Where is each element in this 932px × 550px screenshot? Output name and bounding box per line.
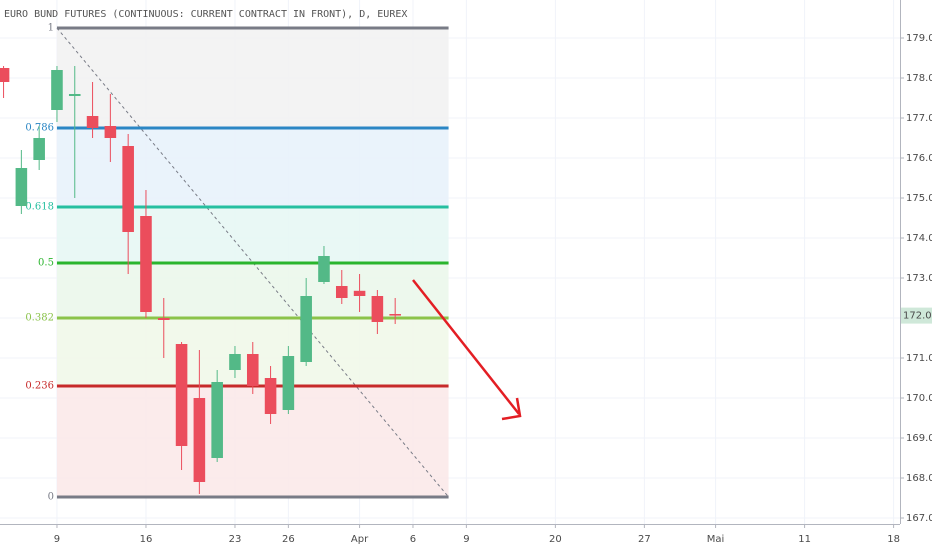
- y-tick-label: 168.00: [906, 473, 932, 484]
- fib-zone: [56, 128, 449, 207]
- y-tick-label: 174.00: [906, 233, 932, 244]
- axes: 167.00168.00169.00170.00171.00172.00173.…: [54, 33, 932, 545]
- arrow-head: [501, 397, 522, 421]
- x-tick-label: 27: [638, 534, 651, 545]
- candle-body: [140, 216, 152, 312]
- fib-label: 0.5: [38, 258, 54, 269]
- fib-zone: [56, 263, 449, 318]
- y-tick-label: 177.00: [906, 113, 932, 124]
- candle-body: [104, 126, 117, 138]
- arrow-line: [412, 279, 520, 415]
- x-tick-label: 16: [140, 534, 153, 545]
- candle-body: [122, 146, 134, 232]
- candle-body: [264, 378, 277, 414]
- candle-body: [175, 344, 188, 446]
- y-tick-label: 176.00: [906, 153, 932, 164]
- y-tick-label: 169.00: [906, 433, 932, 444]
- candle-body: [229, 354, 241, 370]
- last-price-label: 172.06: [903, 311, 932, 322]
- candle-body: [193, 398, 206, 482]
- x-tick-label: Mai: [707, 534, 725, 545]
- candle-body: [353, 290, 366, 296]
- candle-body: [282, 356, 295, 410]
- candle-body: [371, 296, 384, 322]
- fib-label: 0.382: [25, 313, 54, 324]
- candle-body: [33, 138, 45, 160]
- y-tick-label: 179.00: [906, 33, 932, 44]
- candle-body: [0, 68, 10, 82]
- candle-body: [300, 296, 312, 362]
- x-tick-label: 9: [463, 534, 469, 545]
- y-tick-label: 175.00: [906, 193, 932, 204]
- arrow-annotation: [412, 279, 522, 421]
- candle-body: [318, 256, 330, 282]
- fib-label: 0.618: [25, 202, 54, 213]
- fib-label: 1: [48, 23, 54, 34]
- x-tick-label: 9: [54, 534, 60, 545]
- candle-body: [86, 116, 99, 128]
- fib-label: 0.236: [25, 381, 54, 392]
- candle-body: [246, 354, 259, 386]
- candle-body: [157, 318, 170, 320]
- candle-body: [211, 382, 223, 458]
- last-price-box: [901, 307, 932, 324]
- candles: [0, 66, 401, 494]
- x-tick-label: 23: [229, 534, 242, 545]
- fib-zone: [56, 386, 449, 497]
- fib-label: 0: [48, 492, 54, 503]
- x-tick-label: 6: [410, 534, 416, 545]
- fib-zone: [56, 207, 449, 263]
- y-tick-label: 170.00: [906, 393, 932, 404]
- y-tick-label: 171.00: [906, 353, 932, 364]
- candle-body: [335, 286, 348, 298]
- chart-title: EURO BUND FUTURES (CONTINUOUS: CURRENT C…: [4, 9, 407, 20]
- candle-body: [15, 168, 28, 206]
- candle-body: [51, 70, 63, 110]
- x-tick-label: 18: [887, 534, 900, 545]
- y-tick-label: 173.00: [906, 273, 932, 284]
- candle-body: [68, 94, 81, 96]
- y-tick-label: 167.00: [906, 513, 932, 524]
- x-tick-label: 26: [282, 534, 295, 545]
- y-tick-label: 178.00: [906, 73, 932, 84]
- fib-zone: [56, 28, 449, 128]
- x-tick-label: 11: [798, 534, 811, 545]
- x-tick-label: 20: [549, 534, 562, 545]
- candle-body: [389, 314, 401, 316]
- x-tick-label: Apr: [351, 534, 369, 545]
